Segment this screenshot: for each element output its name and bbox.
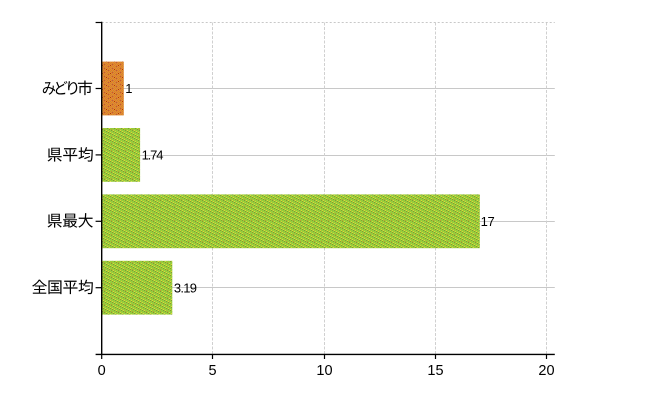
svg-text:1.74: 1.74 bbox=[142, 147, 164, 162]
svg-text:10: 10 bbox=[316, 363, 332, 379]
svg-text:1: 1 bbox=[125, 81, 132, 96]
svg-text:20: 20 bbox=[538, 363, 554, 379]
svg-text:15: 15 bbox=[427, 363, 443, 379]
svg-text:3.19: 3.19 bbox=[174, 281, 197, 296]
svg-text:5: 5 bbox=[208, 363, 216, 379]
svg-text:17: 17 bbox=[481, 214, 495, 229]
svg-text:0: 0 bbox=[98, 363, 106, 379]
